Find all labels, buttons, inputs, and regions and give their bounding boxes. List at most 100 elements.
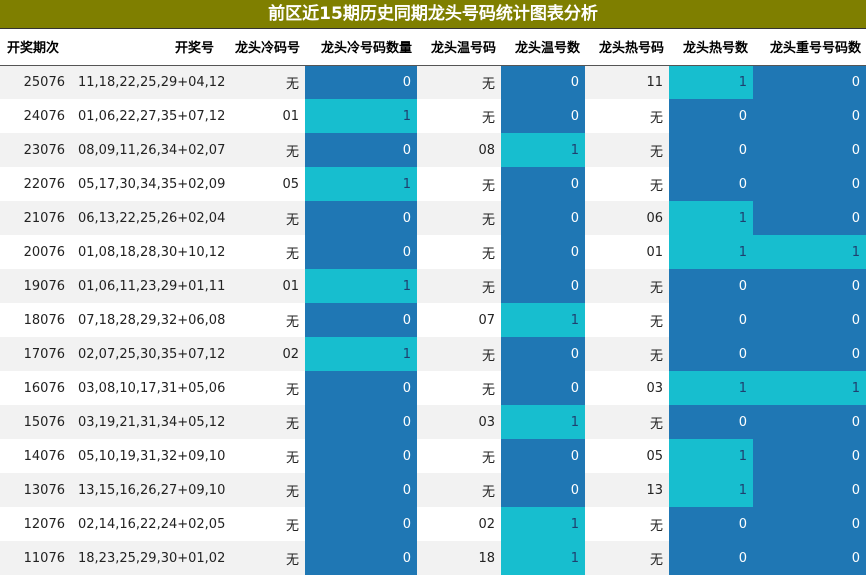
table-row: 15076 03,19,21,31,34+05,12 无 0 03 1 无 0 0 — [0, 405, 866, 439]
cell-warm: 03 — [417, 405, 501, 439]
cell-period: 13076 — [0, 473, 71, 507]
cell-warm-count: 1 — [501, 303, 585, 337]
cell-warm-count: 0 — [501, 439, 585, 473]
cell-warm-count: 1 — [501, 507, 585, 541]
cell-numbers: 02,14,16,22,24+02,05 — [71, 507, 225, 541]
cell-cold-count: 0 — [305, 371, 417, 405]
cell-repeat-count: 0 — [753, 99, 866, 133]
header-numbers: 开奖号 — [71, 29, 219, 66]
cell-cold-count: 0 — [305, 405, 417, 439]
cell-cold-count: 0 — [305, 235, 417, 269]
cell-cold-count: 0 — [305, 541, 417, 575]
cell-warm: 无 — [417, 473, 501, 507]
cell-cold-count: 0 — [305, 507, 417, 541]
cell-warm: 无 — [417, 439, 501, 473]
table-row: 14076 05,10,19,31,32+09,10 无 0 无 0 05 1 0 — [0, 439, 866, 473]
cell-hot: 06 — [585, 201, 669, 235]
cell-hot: 05 — [585, 439, 669, 473]
cell-cold: 01 — [219, 269, 305, 303]
table-row: 25076 11,18,22,25,29+04,12 无 0 无 0 11 1 0 — [0, 65, 866, 99]
cell-hot: 无 — [585, 133, 669, 167]
cell-period: 12076 — [0, 507, 71, 541]
page-title: 前区近15期历史同期龙头号码统计图表分析 — [0, 0, 866, 29]
table-row: 13076 13,15,16,26,27+09,10 无 0 无 0 13 1 0 — [0, 473, 866, 507]
cell-warm-count: 0 — [501, 201, 585, 235]
stats-table: 开奖期次 开奖号 龙头冷码号 龙头冷号码数量 龙头温号码 龙头温号数 龙头热号码… — [0, 29, 866, 575]
cell-cold: 无 — [219, 405, 305, 439]
cell-repeat-count: 0 — [753, 167, 866, 201]
table-row: 16076 03,08,10,17,31+05,06 无 0 无 0 03 1 1 — [0, 371, 866, 405]
cell-cold: 无 — [219, 235, 305, 269]
cell-repeat-count: 0 — [753, 439, 866, 473]
cell-warm-count: 0 — [501, 65, 585, 99]
cell-warm-count: 1 — [501, 541, 585, 575]
cell-hot-count: 0 — [669, 337, 753, 371]
cell-repeat-count: 0 — [753, 507, 866, 541]
cell-cold-count: 1 — [305, 99, 417, 133]
cell-numbers: 01,06,22,27,35+07,12 — [71, 99, 225, 133]
cell-cold: 无 — [219, 133, 305, 167]
cell-repeat-count: 0 — [753, 269, 866, 303]
cell-period: 23076 — [0, 133, 71, 167]
cell-warm: 无 — [417, 65, 501, 99]
cell-hot-count: 1 — [669, 235, 753, 269]
cell-hot: 无 — [585, 99, 669, 133]
cell-hot: 无 — [585, 269, 669, 303]
cell-numbers: 06,13,22,25,26+02,04 — [71, 201, 225, 235]
cell-warm-count: 1 — [501, 133, 585, 167]
cell-numbers: 02,07,25,30,35+07,12 — [71, 337, 225, 371]
cell-hot-count: 1 — [669, 65, 753, 99]
table-row: 24076 01,06,22,27,35+07,12 01 1 无 0 无 0 0 — [0, 99, 866, 133]
cell-warm: 无 — [417, 371, 501, 405]
cell-period: 24076 — [0, 99, 71, 133]
cell-warm-count: 0 — [501, 371, 585, 405]
cell-warm: 07 — [417, 303, 501, 337]
cell-hot: 无 — [585, 541, 669, 575]
cell-hot: 13 — [585, 473, 669, 507]
table-row: 22076 05,17,30,34,35+02,09 05 1 无 0 无 0 0 — [0, 167, 866, 201]
cell-warm-count: 0 — [501, 473, 585, 507]
cell-repeat-count: 1 — [753, 371, 866, 405]
cell-numbers: 08,09,11,26,34+02,07 — [71, 133, 225, 167]
cell-hot-count: 1 — [669, 439, 753, 473]
cell-warm-count: 0 — [501, 269, 585, 303]
cell-numbers: 03,19,21,31,34+05,12 — [71, 405, 225, 439]
cell-numbers: 05,10,19,31,32+09,10 — [71, 439, 225, 473]
cell-period: 14076 — [0, 439, 71, 473]
cell-cold-count: 1 — [305, 269, 417, 303]
header-row: 开奖期次 开奖号 龙头冷码号 龙头冷号码数量 龙头温号码 龙头温号数 龙头热号码… — [0, 29, 866, 66]
header-hot-count: 龙头热号数 — [669, 29, 753, 66]
cell-cold: 无 — [219, 541, 305, 575]
cell-warm: 无 — [417, 99, 501, 133]
cell-cold-count: 1 — [305, 167, 417, 201]
cell-hot-count: 0 — [669, 405, 753, 439]
cell-numbers: 18,23,25,29,30+01,02 — [71, 541, 225, 575]
cell-cold: 01 — [219, 99, 305, 133]
cell-numbers: 05,17,30,34,35+02,09 — [71, 167, 225, 201]
cell-repeat-count: 1 — [753, 235, 866, 269]
cell-cold: 无 — [219, 371, 305, 405]
cell-hot-count: 0 — [669, 99, 753, 133]
header-cold-count: 龙头冷号码数量 — [305, 29, 417, 66]
cell-cold-count: 0 — [305, 473, 417, 507]
cell-cold-count: 1 — [305, 337, 417, 371]
cell-repeat-count: 0 — [753, 65, 866, 99]
cell-cold: 05 — [219, 167, 305, 201]
cell-warm: 08 — [417, 133, 501, 167]
cell-cold: 无 — [219, 201, 305, 235]
cell-warm: 18 — [417, 541, 501, 575]
cell-period: 20076 — [0, 235, 71, 269]
cell-repeat-count: 0 — [753, 541, 866, 575]
cell-repeat-count: 0 — [753, 337, 866, 371]
cell-repeat-count: 0 — [753, 133, 866, 167]
cell-repeat-count: 0 — [753, 201, 866, 235]
cell-cold: 无 — [219, 507, 305, 541]
cell-hot: 无 — [585, 507, 669, 541]
cell-hot: 无 — [585, 167, 669, 201]
cell-warm: 无 — [417, 167, 501, 201]
cell-warm: 无 — [417, 235, 501, 269]
cell-period: 16076 — [0, 371, 71, 405]
table-row: 11076 18,23,25,29,30+01,02 无 0 18 1 无 0 0 — [0, 541, 866, 575]
cell-repeat-count: 0 — [753, 405, 866, 439]
cell-warm-count: 0 — [501, 235, 585, 269]
